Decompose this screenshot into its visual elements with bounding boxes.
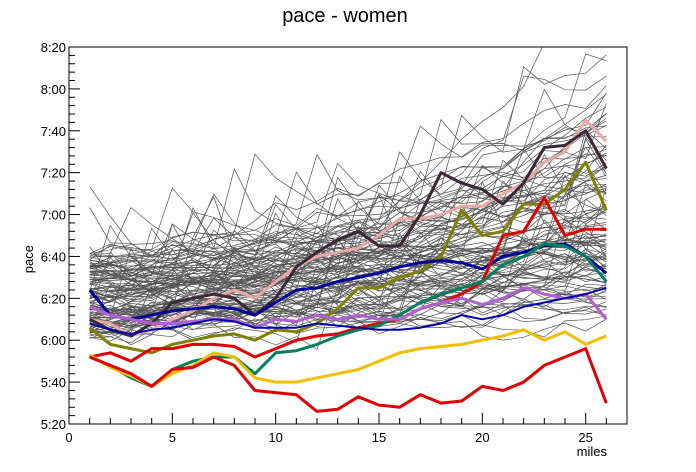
highlight-series-line-4 [88,242,608,321]
highlight-series-line-5 [89,196,607,363]
runner-line [89,183,607,344]
highlight-series-line-2 [89,129,608,338]
plot-frame [68,46,628,425]
runner-line [89,148,607,278]
runner-line [89,92,607,258]
y-axis-label: pace [21,245,36,273]
runner-line [89,54,607,264]
y-tick-label: 8:20 [41,40,66,55]
y-tick-label: 7:20 [41,166,66,181]
runner-line [89,252,607,303]
chart-title: pace - women [282,5,408,27]
runner-line [89,181,607,285]
x-tick-label: 0 [65,430,72,445]
y-tick-label: 6:20 [41,291,66,306]
x-axis: 0 5 10 15 20 25 [65,413,628,445]
y-tick-label: 6:40 [41,249,66,264]
x-tick-label: 15 [372,430,386,445]
x-axis-label: miles [577,444,608,459]
x-tick-label: 10 [268,430,282,445]
highlight-series-line-10 [89,347,608,413]
runner-line [89,166,607,258]
y-tick-label: 5:40 [41,375,66,390]
y-axis: 5:20 5:40 6:00 6:20 6:40 7:00 7:20 7:40 8:00 8:20 [41,40,80,432]
highlight-series-line-8 [89,286,607,335]
highlight-series-line-7 [89,286,608,330]
x-tick-label: 25 [578,430,592,445]
runner-line [89,239,214,260]
highlighted-runner-lines [88,118,608,413]
y-tick-label: 7:00 [41,208,66,223]
runner-line [89,53,607,280]
runner-line [89,231,607,316]
runner-line [89,256,607,321]
runner-line [89,271,607,299]
x-tick-label: 20 [475,430,489,445]
runner-line [89,154,607,275]
runner-line [89,206,607,274]
runner-line [89,88,607,263]
y-tick-label: 6:00 [41,333,66,348]
runner-line [89,138,607,254]
runner-line [89,236,607,302]
y-tick-label: 7:40 [41,124,66,139]
runner-line [89,117,607,267]
runner-line [89,195,607,277]
runner-line [89,75,607,260]
runner-line [89,103,607,282]
highlight-series-line-9 [88,328,607,388]
x-tick-label: 5 [169,430,176,445]
runner-line [89,137,607,289]
highlight-series-line-3 [88,160,608,355]
runner-line [89,114,607,316]
runner-line [89,209,607,339]
y-tick-label: 5:20 [41,417,66,432]
runner-line [89,206,607,299]
runner-line [89,125,607,258]
runner-line [89,206,607,346]
y-tick-label: 8:00 [41,82,66,97]
